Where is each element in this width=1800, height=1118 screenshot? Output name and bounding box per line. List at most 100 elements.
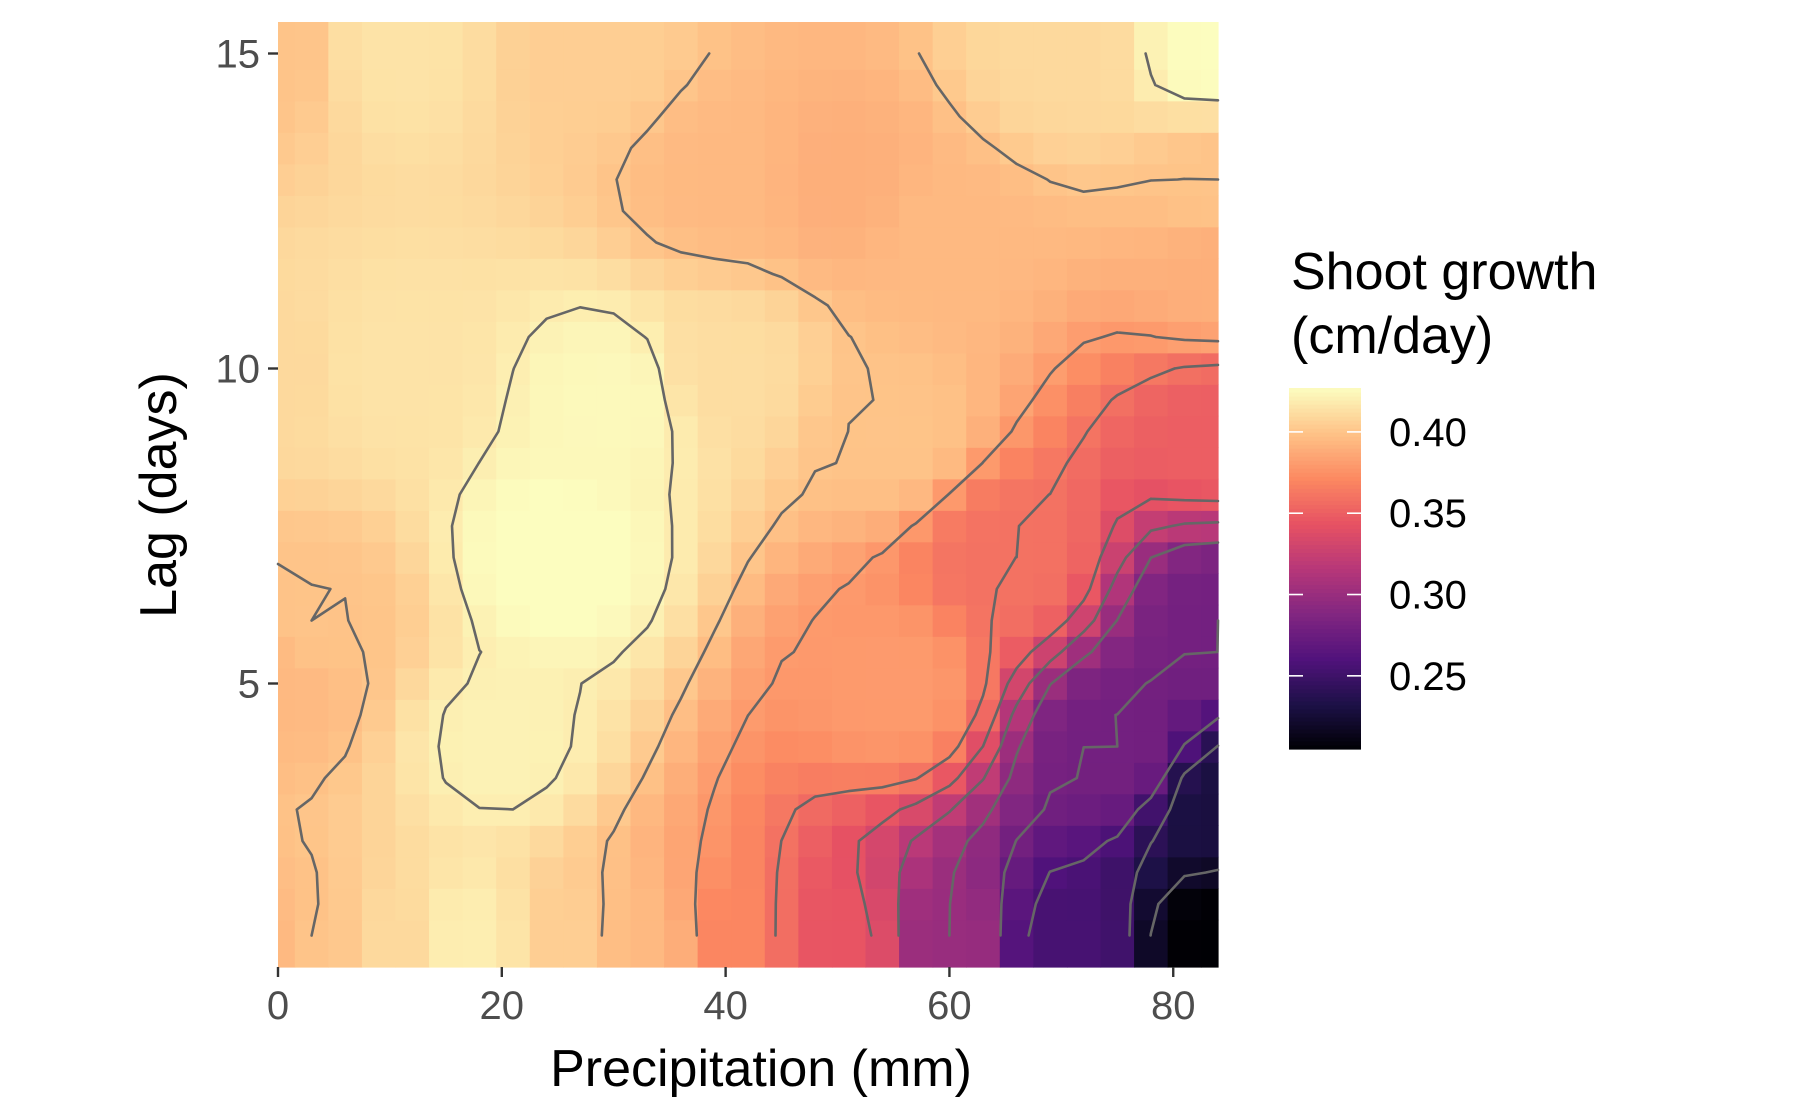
heatmap-cell [328,919,363,968]
heatmap-cell [496,730,531,763]
heatmap-cell [831,163,867,196]
heatmap-cell [966,226,1001,259]
heatmap-cell [798,762,833,795]
heatmap-cell [966,856,1001,889]
heatmap-cell [294,226,329,259]
legend-color-step [1289,604,1361,610]
heatmap-cell [899,667,934,700]
heatmap-cell [731,888,766,921]
heatmap-cell [395,856,430,889]
heatmap-cell [462,321,497,354]
heatmap-cell [932,447,967,480]
heatmap-cell [429,163,464,196]
legend-color-step [1289,668,1361,674]
heatmap-cell [1134,384,1169,417]
heatmap-cell [596,510,632,543]
heatmap-cell [429,604,464,637]
heatmap-cell [630,730,665,763]
heatmap-cell [1066,447,1102,480]
heatmap-cell [731,636,766,669]
heatmap-cell [563,69,598,102]
heatmap-cell [1134,100,1169,133]
heatmap-cell [1134,510,1169,543]
heatmap-cell [1100,478,1135,511]
legend: Shoot growth (cm/day) 0.40 0.35 0.30 0.25 [1289,243,1597,750]
heatmap-cell [395,258,430,291]
heatmap-cell [798,919,833,968]
legend-color-step [1289,588,1361,594]
heatmap-cell [1033,541,1068,574]
heatmap-cell [529,793,564,826]
heatmap-cell [764,667,799,700]
heatmap-cell [831,478,867,511]
heatmap-cell [361,415,397,448]
heatmap-cell [630,888,665,921]
heatmap-cell [1066,226,1102,259]
heatmap-cell [831,888,867,921]
heatmap-cell [1201,195,1219,228]
legend-color-step [1289,448,1361,453]
heatmap-cell [462,22,497,70]
heatmap-cell [697,132,732,165]
legend-color-step [1289,500,1361,505]
heatmap-cell [395,541,430,574]
heatmap-cell [697,69,732,102]
legend-tick-label: 0.25 [1389,655,1467,699]
x-axis: 0 20 40 60 80 [267,967,1195,1028]
heatmap-cell [278,919,296,968]
heatmap-cell [563,730,598,763]
heatmap-cell [932,667,967,700]
heatmap-cell [798,856,833,889]
heatmap-cell [429,384,464,417]
heatmap-cell [462,132,497,165]
heatmap-cell [294,447,329,480]
heatmap-cell [1100,22,1135,70]
heatmap-cell [429,132,464,165]
heatmap-cell [395,100,430,133]
heatmap-cell [294,541,329,574]
heatmap-cell [932,289,967,322]
heatmap-cell [865,321,900,354]
heatmap-cell [496,699,531,732]
heatmap-cell [831,730,867,763]
heatmap-cell [328,793,363,826]
heatmap-cell [1167,226,1202,259]
heatmap-cell [563,604,598,637]
heatmap-cell [529,132,564,165]
heatmap-cell [596,22,632,70]
heatmap-cell [731,604,766,637]
heatmap-cell [529,730,564,763]
heatmap-cell [563,195,598,228]
heatmap-cell [361,919,397,968]
heatmap-cell [731,510,766,543]
heatmap-cell [361,258,397,291]
heatmap-cell [395,415,430,448]
heatmap-cell [529,510,564,543]
legend-color-step [1289,544,1361,550]
legend-color-step [1289,712,1361,718]
heatmap-cell [798,447,833,480]
legend-color-step [1289,744,1361,750]
heatmap-cell [1100,352,1135,385]
heatmap-cell [1167,604,1202,637]
heatmap-cell [697,573,732,606]
contour-line [856,497,1220,937]
heatmap-cell [1167,69,1202,102]
heatmap-cell [361,636,397,669]
heatmap-cell [731,447,766,480]
heatmap-cell [278,888,296,921]
heatmap-cell [1201,100,1219,133]
heatmap-cell [278,447,296,480]
heatmap-cell [899,415,934,448]
heatmap-cell [563,888,598,921]
heatmap-cell [529,163,564,196]
heatmap-cell [529,226,564,259]
heatmap-cell [798,825,833,858]
heatmap-cell [1033,510,1068,543]
heatmap-cell [529,604,564,637]
legend-color-step [1289,512,1361,517]
heatmap-cell [529,384,564,417]
heatmap-cell [395,352,430,385]
heatmap-cell [529,69,564,102]
heatmap-cell [731,100,766,133]
